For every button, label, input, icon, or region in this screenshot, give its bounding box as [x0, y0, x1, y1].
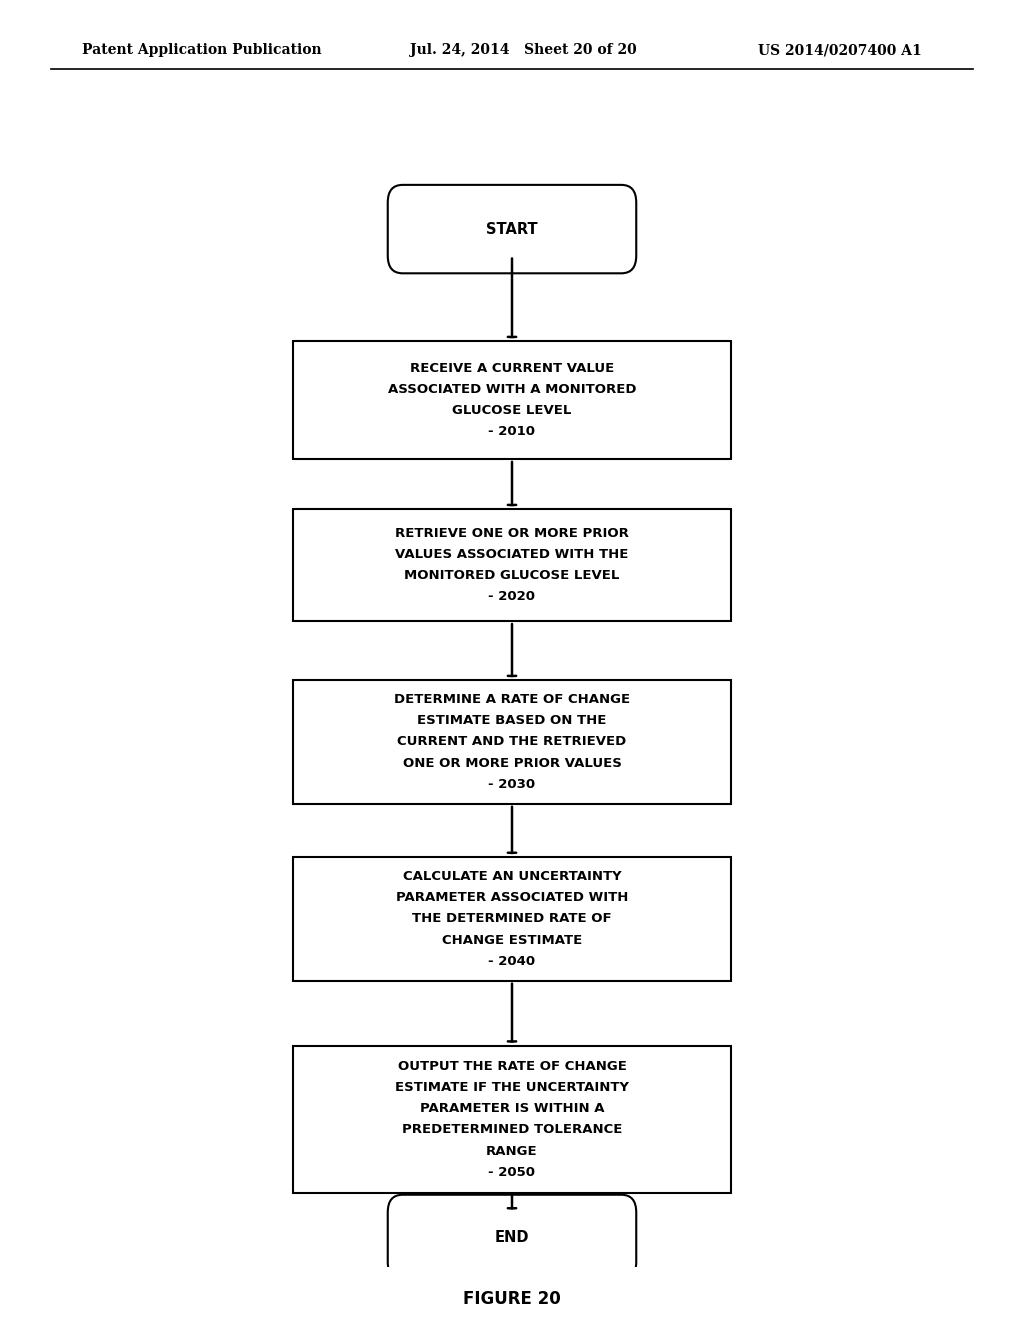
Text: ASSOCIATED WITH A MONITORED: ASSOCIATED WITH A MONITORED: [388, 383, 636, 396]
Text: - 2010: - 2010: [488, 425, 536, 438]
Text: START: START: [486, 222, 538, 236]
Text: PARAMETER IS WITHIN A: PARAMETER IS WITHIN A: [420, 1102, 604, 1115]
Text: - 2020: - 2020: [488, 590, 536, 603]
Text: CALCULATE AN UNCERTAINTY: CALCULATE AN UNCERTAINTY: [402, 870, 622, 883]
FancyBboxPatch shape: [293, 857, 731, 981]
Text: RECEIVE A CURRENT VALUE: RECEIVE A CURRENT VALUE: [410, 362, 614, 375]
Text: END: END: [495, 1230, 529, 1245]
FancyBboxPatch shape: [293, 510, 731, 622]
FancyBboxPatch shape: [293, 1045, 731, 1193]
Text: - 2050: - 2050: [488, 1166, 536, 1179]
Text: CHANGE ESTIMATE: CHANGE ESTIMATE: [442, 933, 582, 946]
FancyBboxPatch shape: [388, 185, 636, 273]
Text: - 2040: - 2040: [488, 954, 536, 968]
Text: - 2030: - 2030: [488, 777, 536, 791]
FancyBboxPatch shape: [293, 680, 731, 804]
Text: OUTPUT THE RATE OF CHANGE: OUTPUT THE RATE OF CHANGE: [397, 1060, 627, 1073]
Text: MONITORED GLUCOSE LEVEL: MONITORED GLUCOSE LEVEL: [404, 569, 620, 582]
FancyBboxPatch shape: [388, 1195, 636, 1279]
Text: PARAMETER ASSOCIATED WITH: PARAMETER ASSOCIATED WITH: [396, 891, 628, 904]
Text: DETERMINE A RATE OF CHANGE: DETERMINE A RATE OF CHANGE: [394, 693, 630, 706]
Text: ONE OR MORE PRIOR VALUES: ONE OR MORE PRIOR VALUES: [402, 756, 622, 770]
Text: RETRIEVE ONE OR MORE PRIOR: RETRIEVE ONE OR MORE PRIOR: [395, 527, 629, 540]
Text: Patent Application Publication: Patent Application Publication: [82, 44, 322, 57]
Text: VALUES ASSOCIATED WITH THE: VALUES ASSOCIATED WITH THE: [395, 548, 629, 561]
Text: RANGE: RANGE: [486, 1144, 538, 1158]
FancyBboxPatch shape: [293, 341, 731, 459]
Text: FIGURE 20: FIGURE 20: [463, 1290, 561, 1308]
Text: PREDETERMINED TOLERANCE: PREDETERMINED TOLERANCE: [401, 1123, 623, 1137]
Text: THE DETERMINED RATE OF: THE DETERMINED RATE OF: [413, 912, 611, 925]
Text: Jul. 24, 2014   Sheet 20 of 20: Jul. 24, 2014 Sheet 20 of 20: [410, 44, 636, 57]
Text: ESTIMATE IF THE UNCERTAINTY: ESTIMATE IF THE UNCERTAINTY: [395, 1081, 629, 1094]
Text: GLUCOSE LEVEL: GLUCOSE LEVEL: [453, 404, 571, 417]
Text: ESTIMATE BASED ON THE: ESTIMATE BASED ON THE: [418, 714, 606, 727]
Text: CURRENT AND THE RETRIEVED: CURRENT AND THE RETRIEVED: [397, 735, 627, 748]
Text: US 2014/0207400 A1: US 2014/0207400 A1: [758, 44, 922, 57]
